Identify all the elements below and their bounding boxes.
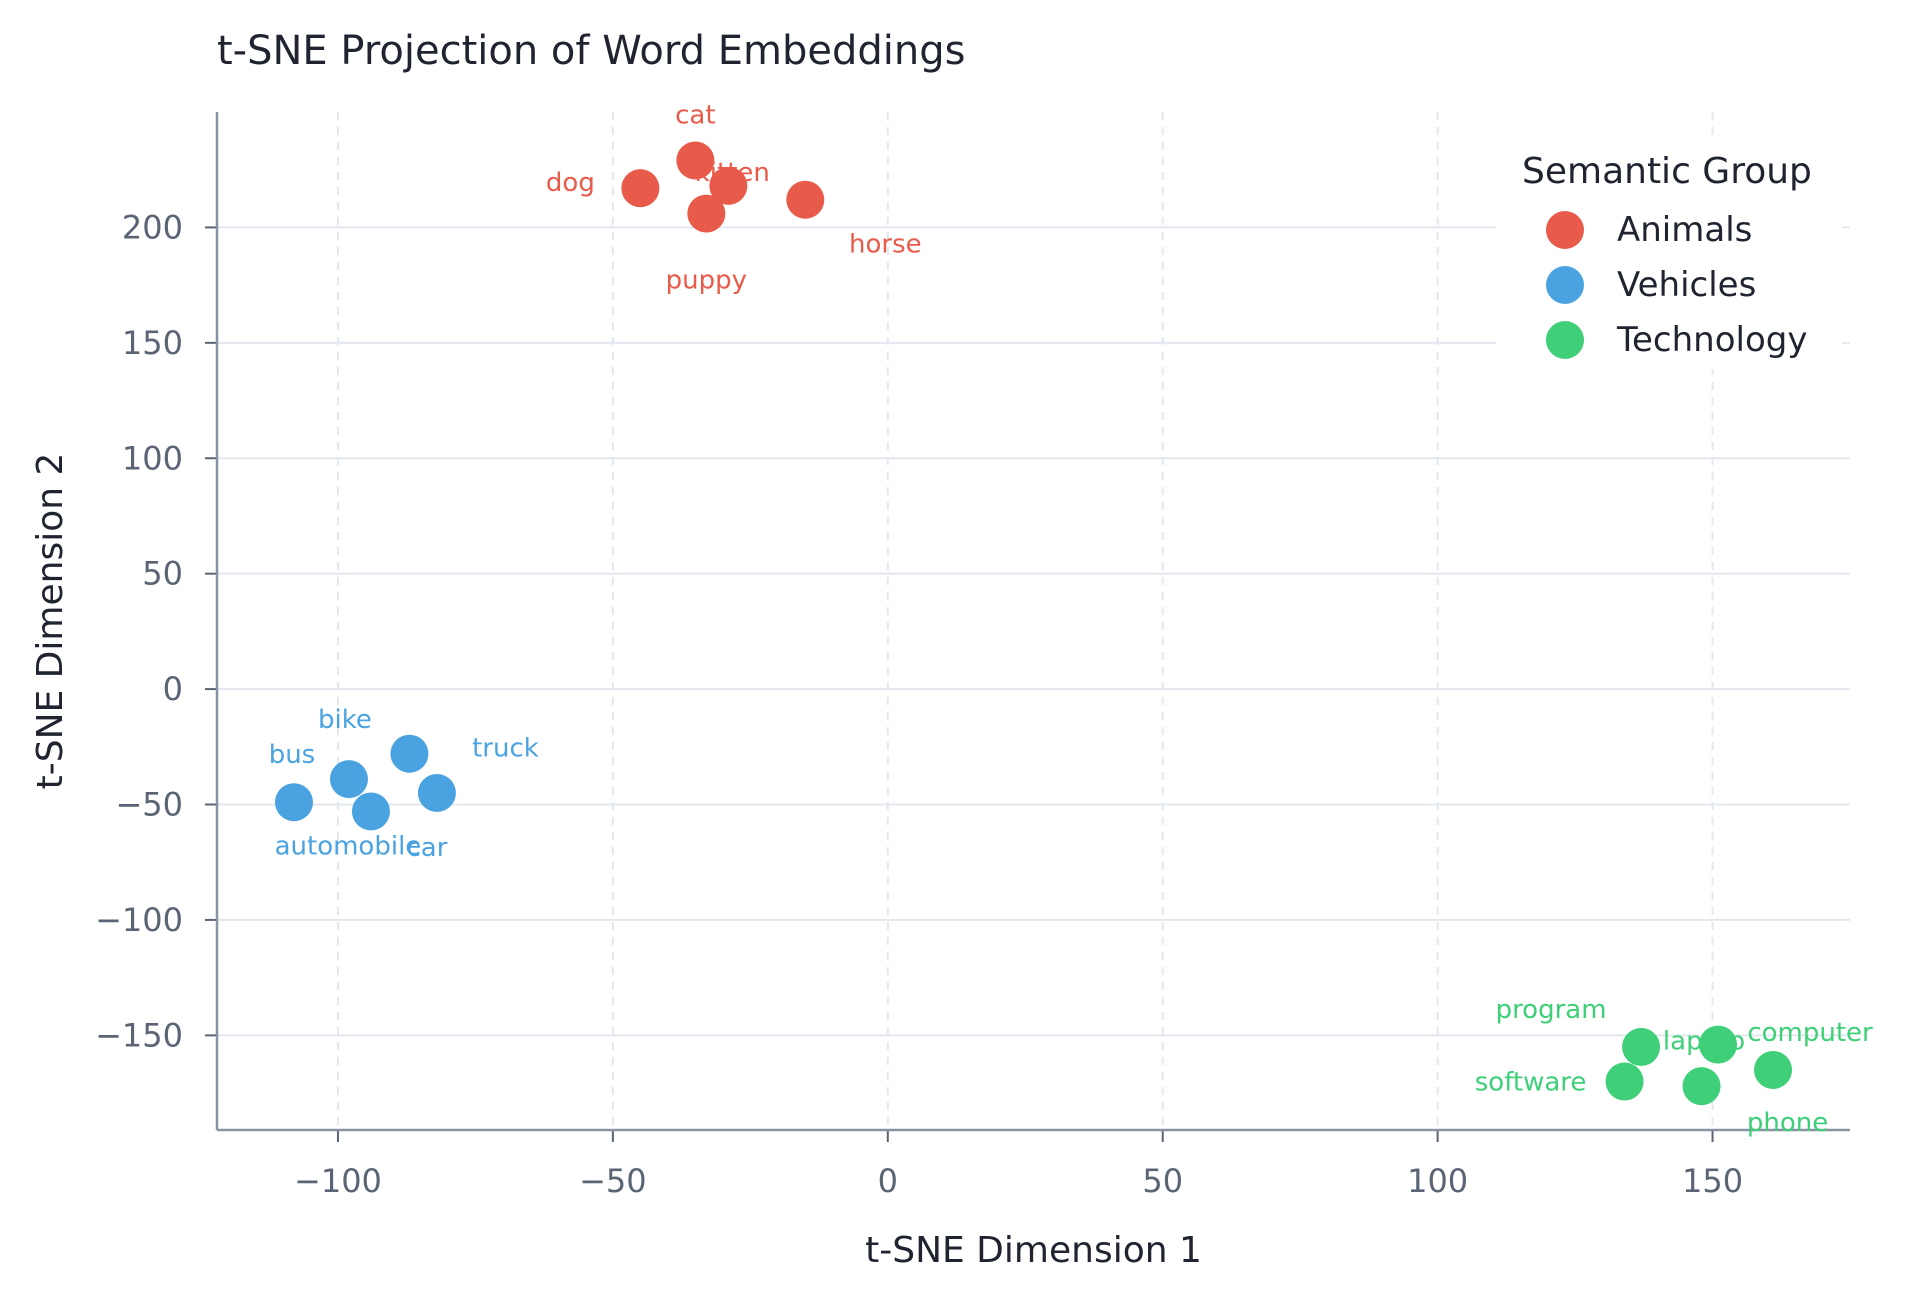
legend-label-animals: Animals xyxy=(1617,210,1752,250)
x-tick-label: −50 xyxy=(579,1162,647,1200)
data-point-horse xyxy=(786,180,825,219)
data-label-laptop: laptop xyxy=(1663,1027,1745,1057)
x-tick-label: 50 xyxy=(1142,1162,1183,1200)
y-tick-label: 200 xyxy=(122,208,183,246)
data-label-car: car xyxy=(406,833,447,863)
axes: −150 −100 −50 0 50 100 150 200 −100 −50 0 50 100 150 xyxy=(95,112,1850,1200)
data-label-kitten: kitten xyxy=(695,158,770,188)
legend-marker-animals xyxy=(1546,211,1584,249)
data-label-computer: computer xyxy=(1747,1018,1873,1048)
x-tick-label: −100 xyxy=(294,1162,382,1200)
data-point-bike xyxy=(329,760,368,799)
data-point-kitten xyxy=(709,166,748,205)
x-axis-label: t-SNE Dimension 1 xyxy=(865,1230,1202,1271)
data-point-car xyxy=(417,773,456,812)
legend-label-technology: Technology xyxy=(1616,320,1807,360)
data-point-automobile xyxy=(351,792,390,831)
legend: Semantic Group Animals Vehicles Technology xyxy=(1496,136,1842,370)
y-tick-label: 150 xyxy=(122,324,183,362)
data-point-bus xyxy=(274,783,313,822)
data-label-bus: bus xyxy=(269,740,316,770)
legend-label-vehicles: Vehicles xyxy=(1617,265,1756,305)
y-tick-label: −100 xyxy=(95,901,183,939)
data-label-cat: cat xyxy=(675,100,715,130)
data-label-bike: bike xyxy=(318,705,372,735)
data-point-puppy xyxy=(687,194,726,233)
y-tick-label: 50 xyxy=(142,555,183,593)
data-label-puppy: puppy xyxy=(666,266,747,296)
data-label-software: software xyxy=(1475,1068,1587,1098)
data-point-software xyxy=(1605,1062,1644,1101)
y-tick-label: −50 xyxy=(115,786,183,824)
data-points xyxy=(274,141,1793,1106)
legend-marker-vehicles xyxy=(1546,266,1584,304)
data-point-phone xyxy=(1682,1067,1721,1106)
x-tick-label: 100 xyxy=(1407,1162,1468,1200)
data-label-truck: truck xyxy=(472,734,539,764)
data-point-cat xyxy=(676,141,715,180)
data-point-program xyxy=(1622,1027,1661,1066)
data-point-dog xyxy=(621,169,660,208)
y-tick-label: 0 xyxy=(163,670,183,708)
data-label-automobile: automobile xyxy=(275,831,422,861)
y-tick-label: −150 xyxy=(95,1016,183,1054)
data-label-horse: horse xyxy=(849,230,922,260)
data-point-laptop xyxy=(1699,1025,1738,1064)
data-label-dog: dog xyxy=(546,168,595,198)
y-axis-label: t-SNE Dimension 2 xyxy=(30,453,71,790)
data-point-truck xyxy=(390,734,429,773)
chart-title: t-SNE Projection of Word Embeddings xyxy=(217,28,965,74)
x-tick-label: 0 xyxy=(878,1162,898,1200)
legend-title: Semantic Group xyxy=(1522,151,1812,192)
y-tick-label: 100 xyxy=(122,439,183,477)
legend-marker-technology xyxy=(1546,321,1584,359)
x-tick-label: 150 xyxy=(1682,1162,1743,1200)
data-label-program: program xyxy=(1496,995,1607,1025)
data-label-phone: phone xyxy=(1747,1108,1828,1138)
data-point-computer xyxy=(1754,1050,1793,1089)
